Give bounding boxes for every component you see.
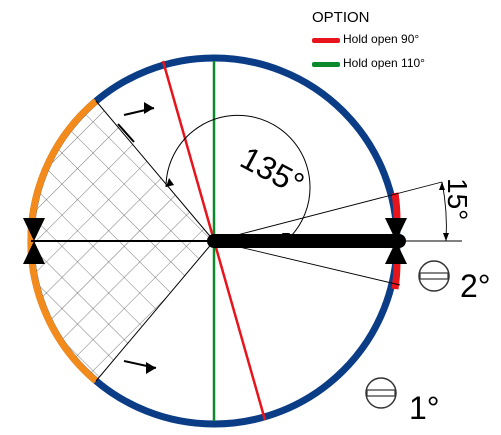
tilt-arrow-top: [439, 182, 445, 190]
tilt-line-upper: [213, 181, 443, 242]
swing-arc-arrow-left: [166, 178, 174, 187]
tilt-arrow-bottom: [443, 233, 449, 241]
circled-minus-icon: [418, 260, 450, 292]
legend-swatch-red: [312, 38, 340, 43]
tilt-line-lower: [213, 240, 401, 286]
position-2-label: 2°: [460, 268, 491, 304]
hinge-pivot: [207, 234, 221, 248]
swing-arrow-bottom-head: [146, 362, 156, 374]
stop-marker-right: [385, 218, 407, 264]
sector-edge-top: [95, 100, 215, 242]
stop-marker-left: [23, 218, 45, 264]
ring-arc-orange: [27, 98, 99, 384]
sector-edge-bottom: [95, 240, 215, 382]
swing-arc-arrow-right: [282, 233, 290, 241]
ring-marker-red-top: [391, 192, 401, 223]
circled-minus-icon: [365, 377, 397, 409]
swing-angle-arc: [165, 114, 311, 242]
legend-swatch-green: [312, 62, 340, 67]
legend-label-90: Hold open 90°: [343, 32, 419, 46]
legend-label-110: Hold open 110°: [343, 56, 425, 70]
swing-arrow-top-head: [144, 102, 154, 114]
legend-title: OPTION: [312, 9, 370, 26]
tilt-angle-label: 15°: [442, 178, 473, 220]
position-1-label: 1°: [409, 390, 440, 426]
